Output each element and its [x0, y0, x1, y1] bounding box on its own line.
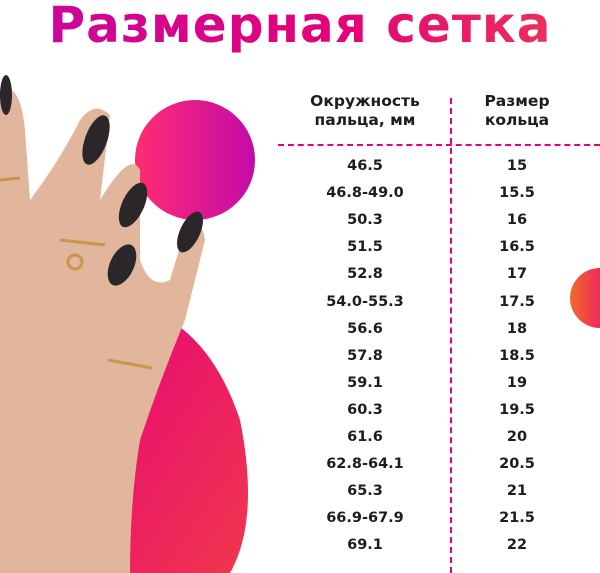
- ring-size-cell: 17: [506, 266, 528, 283]
- ring-size-cell: 21.5: [499, 510, 535, 527]
- ring-size-cell: 22: [506, 537, 528, 554]
- header-line: Размер: [484, 92, 550, 110]
- rings: [0, 176, 153, 370]
- ring-size-cell: 16: [506, 212, 528, 229]
- header-ring-size: Размер кольца: [457, 92, 577, 130]
- header-circumference: Окружность пальца, мм: [285, 92, 445, 130]
- header-line: пальца, мм: [314, 111, 416, 129]
- header-line: кольца: [484, 111, 550, 129]
- ring-size-cell: 18.5: [499, 347, 535, 364]
- circumference-cell: 46.5: [347, 158, 383, 174]
- decor-circle-right: [570, 268, 600, 328]
- ring-size-cell: 16.5: [499, 239, 535, 256]
- header-divider: [278, 144, 600, 146]
- decor-circle-top: [135, 100, 255, 220]
- ring-size-cell: 15.5: [499, 185, 535, 202]
- ring-size-cell: 18: [506, 320, 528, 337]
- ring-size-cell: 15: [506, 158, 528, 174]
- circumference-cell: 57.8: [347, 347, 383, 364]
- hand: [0, 88, 205, 573]
- circumference-cell: 61.6: [347, 429, 383, 445]
- circumference-cell: 62.8-64.1: [326, 456, 404, 473]
- ring-size-cell: 21: [506, 483, 528, 500]
- ring-size-cell: 19: [506, 374, 528, 391]
- circumference-cell: 51.5: [347, 239, 383, 256]
- ring-size-cell: 20: [506, 429, 528, 445]
- nails: [0, 75, 203, 286]
- circumference-cell: 65.3: [347, 483, 383, 500]
- circumference-cell: 52.8: [347, 266, 383, 283]
- circumference-cell: 56.6: [347, 320, 383, 337]
- circumference-cell: 60.3: [347, 401, 383, 418]
- page-title: Размерная сетка: [0, 0, 600, 54]
- circumference-cell: 69.1: [347, 537, 383, 554]
- circumference-cell: 46.8-49.0: [326, 185, 404, 202]
- column-divider: [450, 98, 452, 573]
- ring-size-cell: 17.5: [499, 293, 535, 310]
- circumference-cell: 54.0-55.3: [326, 293, 404, 310]
- header-line: Окружность: [310, 92, 420, 110]
- circumference-cell: 66.9-67.9: [326, 510, 404, 527]
- circumference-cell: 50.3: [347, 212, 383, 229]
- ring-size-cell: 20.5: [499, 456, 535, 473]
- circumference-cell: 59.1: [347, 374, 383, 391]
- ring-size-cell: 19.5: [499, 401, 535, 418]
